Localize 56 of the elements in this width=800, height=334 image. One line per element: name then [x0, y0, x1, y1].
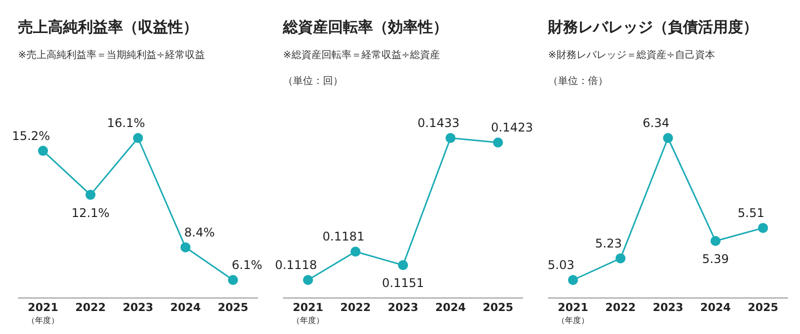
data-label: 15.2%	[12, 128, 50, 143]
point	[446, 133, 456, 143]
chart-subtitle: ※売上高純利益率＝当期純利益÷経常収益	[18, 49, 205, 61]
point	[710, 236, 720, 246]
data-label: 16.1%	[106, 116, 146, 130]
x-tick-label: 2023	[122, 301, 154, 314]
x-tick-label: 2022	[340, 301, 371, 314]
x-tick-label: 2025	[482, 301, 514, 314]
chart-title: 売上高純利益率（収益性）	[18, 18, 198, 36]
data-label: 8.4%	[184, 225, 215, 240]
x-tick-label: 2025	[218, 301, 248, 314]
x-axis-title: （年度）	[557, 316, 589, 325]
data-label: 0.1433	[418, 116, 460, 130]
chart-title: 財務レバレッジ（負債活用度）	[547, 18, 758, 36]
x-tick-label: 2023	[388, 301, 418, 314]
text: （単位：回）	[283, 75, 343, 87]
x-tick-label: 2022	[605, 301, 636, 314]
x-tick-label: 2021	[292, 301, 324, 314]
chart-subtitle: ※財務レバレッジ＝総資産÷自己資本	[548, 49, 715, 61]
data-label: 0.1151	[382, 276, 424, 290]
point	[133, 133, 143, 143]
point	[616, 253, 626, 264]
x-axis-title: （年度）	[292, 316, 324, 325]
x-tick-label: 2022	[75, 301, 106, 314]
point	[180, 242, 190, 252]
point	[303, 275, 313, 285]
data-label: 12.1%	[71, 206, 110, 220]
chart-subtitle: ※総資産回転率＝経常収益÷総資産	[283, 49, 440, 61]
point	[568, 275, 578, 285]
text: （単位：倍）	[548, 75, 608, 87]
data-label: 6.34	[642, 116, 670, 130]
x-tick-label: 2025	[748, 301, 778, 314]
point	[350, 246, 360, 257]
data-label: 0.1118	[275, 258, 317, 272]
point	[493, 138, 503, 148]
data-label: 5.03	[548, 258, 574, 272]
x-tick-label: 2024	[435, 301, 466, 314]
point	[86, 190, 96, 200]
point	[38, 146, 48, 156]
x-tick-label: 2024	[700, 301, 732, 314]
data-label: 0.1423	[491, 120, 533, 135]
x-tick-label: 2024	[170, 301, 202, 314]
point	[398, 260, 408, 270]
data-label: 5.23	[595, 236, 622, 250]
data-label: 5.39	[702, 252, 729, 266]
point	[758, 222, 768, 233]
chart-title: 総資産回転率（効率性）	[282, 18, 448, 36]
data-label: 5.51	[738, 206, 764, 220]
x-axis-title: （年度）	[27, 316, 59, 325]
data-label: 6.1%	[232, 258, 262, 272]
data-label: 0.1181	[322, 230, 364, 244]
point	[663, 133, 673, 143]
x-tick-label: 2021	[558, 301, 588, 314]
point	[228, 275, 238, 285]
x-tick-label: 2023	[652, 301, 684, 314]
x-tick-label: 2021	[28, 301, 58, 314]
